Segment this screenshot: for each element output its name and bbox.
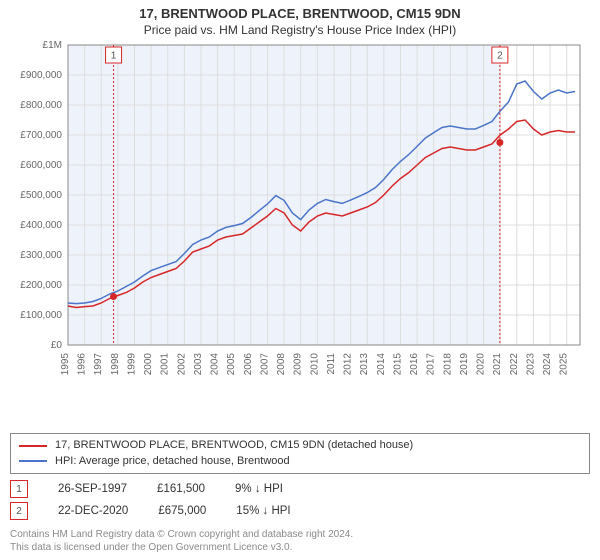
annotation-table: 1 26-SEP-1997 £161,500 9% ↓ HPI 2 22-DEC… [10, 480, 590, 524]
annotation-price: £675,000 [158, 505, 206, 517]
legend-label: 17, BRENTWOOD PLACE, BRENTWOOD, CM15 9DN… [55, 438, 413, 453]
svg-text:2023: 2023 [525, 353, 536, 376]
annotation-badge-number: 2 [16, 506, 22, 517]
svg-text:2020: 2020 [476, 353, 487, 376]
legend-swatch [19, 460, 47, 462]
svg-text:2014: 2014 [376, 353, 387, 376]
legend-item: 17, BRENTWOOD PLACE, BRENTWOOD, CM15 9DN… [19, 438, 581, 453]
svg-text:1996: 1996 [77, 353, 88, 376]
annotation-badge: 2 [10, 502, 28, 520]
page-title: 17, BRENTWOOD PLACE, BRENTWOOD, CM15 9DN [10, 6, 590, 21]
svg-text:2021: 2021 [492, 353, 503, 376]
footnote: Contains HM Land Registry data © Crown c… [10, 528, 590, 554]
svg-text:2005: 2005 [226, 353, 237, 376]
svg-text:2018: 2018 [442, 353, 453, 376]
annotation-row: 1 26-SEP-1997 £161,500 9% ↓ HPI [10, 480, 590, 498]
svg-text:£1M: £1M [43, 41, 62, 51]
annotation-date: 22-DEC-2020 [58, 505, 128, 517]
chart: £0 £100,000 £200,000 £300,000 £400,000 £500,0… [10, 41, 590, 429]
svg-text:2022: 2022 [509, 353, 520, 376]
svg-text:1999: 1999 [126, 353, 137, 376]
annotation-row: 2 22-DEC-2020 £675,000 15% ↓ HPI [10, 502, 590, 520]
svg-text:£0: £0 [51, 340, 63, 351]
svg-text:2: 2 [497, 51, 503, 62]
legend-swatch [19, 445, 47, 447]
svg-text:1: 1 [111, 51, 117, 62]
svg-text:£200,000: £200,000 [20, 280, 62, 291]
svg-text:£700,000: £700,000 [20, 130, 62, 141]
legend-label: HPI: Average price, detached house, Bren… [55, 454, 290, 469]
annotation-price: £161,500 [157, 483, 205, 495]
svg-text:£600,000: £600,000 [20, 160, 62, 171]
annotation-date: 26-SEP-1997 [58, 483, 127, 495]
legend-item: HPI: Average price, detached house, Bren… [19, 454, 581, 469]
svg-text:2001: 2001 [160, 353, 171, 376]
svg-text:2025: 2025 [559, 353, 570, 376]
page: 17, BRENTWOOD PLACE, BRENTWOOD, CM15 9DN… [0, 0, 600, 560]
svg-text:2009: 2009 [293, 353, 304, 376]
svg-text:2013: 2013 [359, 353, 370, 376]
annotation-delta: 9% ↓ HPI [235, 483, 283, 495]
svg-text:1995: 1995 [60, 353, 71, 376]
svg-text:2011: 2011 [326, 353, 337, 375]
title-block: 17, BRENTWOOD PLACE, BRENTWOOD, CM15 9DN… [10, 6, 590, 37]
svg-text:1998: 1998 [110, 353, 121, 376]
footnote-line: This data is licensed under the Open Gov… [10, 541, 590, 554]
svg-text:£400,000: £400,000 [20, 220, 62, 231]
svg-text:2008: 2008 [276, 353, 287, 376]
svg-text:2024: 2024 [542, 353, 553, 376]
annotation-badge: 1 [10, 480, 28, 498]
svg-text:2015: 2015 [392, 353, 403, 376]
svg-text:2003: 2003 [193, 353, 204, 376]
svg-text:2017: 2017 [426, 353, 437, 376]
svg-text:2002: 2002 [176, 353, 187, 376]
svg-text:£800,000: £800,000 [20, 100, 62, 111]
legend: 17, BRENTWOOD PLACE, BRENTWOOD, CM15 9DN… [10, 433, 590, 474]
svg-text:2000: 2000 [143, 353, 154, 376]
svg-text:2016: 2016 [409, 353, 420, 376]
footnote-line: Contains HM Land Registry data © Crown c… [10, 528, 590, 541]
page-subtitle: Price paid vs. HM Land Registry's House … [10, 23, 590, 37]
svg-text:2004: 2004 [210, 353, 221, 376]
svg-text:2010: 2010 [309, 353, 320, 376]
svg-text:2007: 2007 [259, 353, 270, 376]
svg-text:2019: 2019 [459, 353, 470, 376]
svg-text:£500,000: £500,000 [20, 190, 62, 201]
annotation-badge-number: 1 [16, 484, 22, 495]
svg-text:£900,000: £900,000 [20, 70, 62, 81]
annotation-delta: 15% ↓ HPI [236, 505, 290, 517]
svg-text:2006: 2006 [243, 353, 254, 376]
svg-text:£100,000: £100,000 [20, 310, 62, 321]
svg-text:2012: 2012 [343, 353, 354, 376]
svg-text:1997: 1997 [93, 353, 104, 376]
svg-text:£300,000: £300,000 [20, 250, 62, 261]
chart-svg: £0 £100,000 £200,000 £300,000 £400,000 £500,0… [10, 41, 590, 381]
